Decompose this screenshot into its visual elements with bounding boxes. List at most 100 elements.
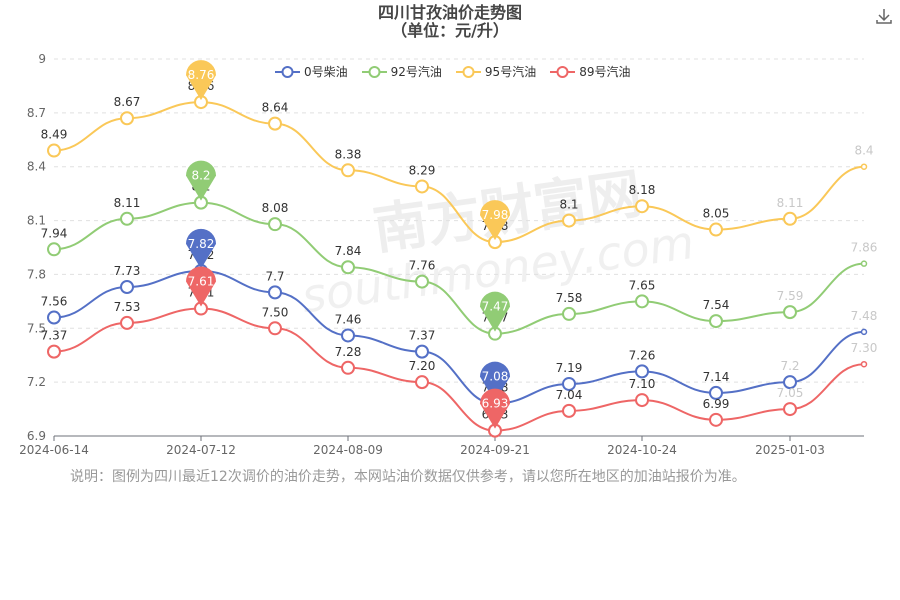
data-point — [120, 279, 134, 294]
legend-label: 95号汽油 — [484, 65, 537, 79]
pin-label: 8.2 — [191, 169, 210, 183]
data-label: 7.58 — [556, 291, 583, 305]
data-label: 7.30 — [851, 341, 878, 355]
series-line — [53, 307, 865, 432]
legend-item[interactable]: 89号汽油 — [550, 63, 630, 80]
data-label: 7.20 — [409, 359, 436, 373]
pin-marker: 7.98 — [480, 200, 510, 241]
legend-marker-icon — [275, 65, 300, 78]
data-point — [47, 143, 61, 158]
data-label: 7.50 — [262, 305, 289, 319]
data-label: 6.99 — [703, 397, 730, 411]
data-label: 7.65 — [629, 278, 656, 292]
data-label: 7.37 — [41, 329, 68, 343]
chart-legend: 0号柴油 92号汽油 95号汽油 89号汽油 — [275, 63, 630, 80]
x-tick-label: 2025-01-03 — [755, 443, 825, 457]
pin-label: 7.47 — [482, 300, 509, 314]
data-label: 7.59 — [777, 289, 804, 303]
x-tick-label: 2024-07-12 — [166, 443, 236, 457]
data-label: 8.64 — [262, 101, 289, 115]
pin-shape — [480, 291, 510, 332]
legend-item[interactable]: 92号汽油 — [361, 63, 442, 80]
pin-marker: 7.61 — [186, 266, 216, 307]
y-tick-label: 9 — [38, 52, 46, 66]
y-tick-label: 7.2 — [27, 375, 46, 389]
pin-shape — [186, 228, 216, 269]
x-tick-label: 2024-08-09 — [313, 443, 383, 457]
series-line — [53, 201, 865, 335]
data-point — [562, 376, 576, 391]
data-label: 7.2 — [780, 359, 799, 373]
pin-label: 7.98 — [482, 208, 509, 222]
data-point — [783, 375, 797, 390]
pin-label: 8.76 — [188, 68, 215, 82]
data-point — [562, 213, 576, 228]
pin-shape — [186, 266, 216, 307]
data-label: 8.49 — [41, 128, 68, 142]
data-point — [709, 314, 723, 329]
data-label: 8.4 — [854, 144, 873, 158]
data-label: 7.14 — [703, 370, 730, 384]
pin-marker: 7.82 — [186, 228, 216, 269]
pin-shape — [480, 388, 510, 429]
pin-shape — [186, 160, 216, 201]
y-tick-label: 6.9 — [27, 429, 46, 443]
data-point — [783, 402, 797, 417]
data-label: 7.10 — [629, 377, 656, 391]
pin-shape — [480, 200, 510, 241]
data-label: 8.18 — [629, 183, 656, 197]
data-point — [860, 163, 868, 170]
data-label: 7.56 — [41, 295, 68, 309]
data-point — [783, 305, 797, 320]
data-point — [120, 111, 134, 126]
data-label: 7.19 — [556, 361, 583, 375]
data-label: 8.38 — [335, 147, 362, 161]
data-point — [120, 315, 134, 330]
pin-marker: 7.08 — [480, 361, 510, 402]
data-label: 7.86 — [851, 241, 878, 255]
data-point — [268, 321, 282, 336]
pin-label: 7.61 — [188, 275, 215, 289]
data-point — [47, 310, 61, 325]
data-point — [860, 328, 868, 336]
data-point — [562, 306, 576, 321]
data-point — [268, 116, 282, 131]
data-point — [120, 211, 134, 226]
data-point — [268, 217, 282, 232]
data-label: 7.28 — [335, 345, 362, 359]
data-point — [341, 260, 355, 275]
legend-item[interactable]: 0号柴油 — [275, 63, 348, 80]
data-label: 7.54 — [703, 298, 730, 312]
x-tick-label: 2024-09-21 — [460, 443, 530, 457]
chart-note: 说明：图例为四川最近12次调价的油价走势，本网站油价数据仅供参考，请以您所在地区… — [70, 469, 746, 485]
data-point — [415, 274, 429, 289]
y-tick-label: 8.7 — [27, 106, 46, 120]
data-point — [709, 412, 723, 427]
line-chart: 南方财富网southmoney.com6.97.27.57.88.18.48.7… — [19, 52, 878, 457]
chart-subtitle: （单位：元/升） — [391, 21, 509, 40]
data-label: 8.11 — [114, 196, 141, 210]
legend-item[interactable]: 95号汽油 — [455, 63, 537, 80]
data-label: 8.1 — [559, 198, 578, 212]
data-point — [341, 163, 355, 178]
data-label: 7.37 — [409, 329, 436, 343]
legend-label: 0号柴油 — [304, 65, 348, 79]
data-label: 7.53 — [114, 300, 141, 314]
data-label: 7.94 — [41, 226, 68, 240]
legend-marker-icon — [455, 65, 481, 78]
data-point — [415, 344, 429, 359]
pin-marker: 8.2 — [186, 160, 216, 201]
download-icon[interactable] — [874, 6, 894, 26]
data-label: 8.08 — [262, 201, 289, 215]
data-point — [860, 360, 868, 368]
legend-marker-icon — [361, 65, 387, 78]
legend-marker-icon — [550, 65, 576, 78]
chart-title: 四川甘孜油价走势图 — [377, 3, 522, 22]
data-label: 8.11 — [777, 196, 804, 210]
pin-shape — [186, 60, 216, 101]
pin-marker: 7.47 — [480, 291, 510, 332]
data-label: 7.84 — [335, 244, 362, 258]
legend-label: 92号汽油 — [390, 65, 442, 79]
data-point — [562, 403, 576, 418]
pin-marker: 8.76 — [186, 60, 216, 101]
